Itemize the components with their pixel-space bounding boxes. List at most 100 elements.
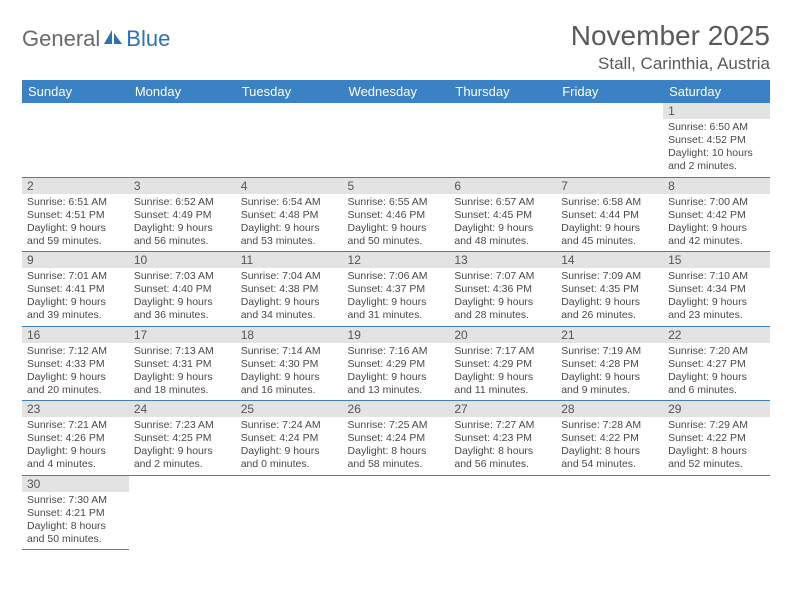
daylight-text: Daylight: 9 hours and 45 minutes. xyxy=(561,222,658,248)
day-number: 30 xyxy=(22,476,129,492)
daylight-text: Daylight: 8 hours and 50 minutes. xyxy=(27,520,124,546)
calendar-cell xyxy=(449,475,556,550)
sunset-text: Sunset: 4:30 PM xyxy=(241,358,338,371)
calendar-cell: 3Sunrise: 6:52 AMSunset: 4:49 PMDaylight… xyxy=(129,177,236,252)
title-block: November 2025 Stall, Carinthia, Austria xyxy=(571,20,770,74)
sunset-text: Sunset: 4:24 PM xyxy=(241,432,338,445)
calendar-cell: 6Sunrise: 6:57 AMSunset: 4:45 PMDaylight… xyxy=(449,177,556,252)
calendar-cell xyxy=(449,103,556,177)
daylight-text: Daylight: 9 hours and 50 minutes. xyxy=(348,222,445,248)
day-info: Sunrise: 7:25 AMSunset: 4:24 PMDaylight:… xyxy=(343,417,450,475)
brand-part2: Blue xyxy=(126,26,170,52)
day-info: Sunrise: 6:50 AMSunset: 4:52 PMDaylight:… xyxy=(663,119,770,177)
day-info: Sunrise: 7:29 AMSunset: 4:22 PMDaylight:… xyxy=(663,417,770,475)
calendar-cell xyxy=(236,103,343,177)
sunrise-text: Sunrise: 7:23 AM xyxy=(134,419,231,432)
sunset-text: Sunset: 4:52 PM xyxy=(668,134,765,147)
daylight-text: Daylight: 10 hours and 2 minutes. xyxy=(668,147,765,173)
calendar-cell: 24Sunrise: 7:23 AMSunset: 4:25 PMDayligh… xyxy=(129,401,236,476)
daylight-text: Daylight: 9 hours and 36 minutes. xyxy=(134,296,231,322)
calendar-week-row: 16Sunrise: 7:12 AMSunset: 4:33 PMDayligh… xyxy=(22,326,770,401)
calendar-cell: 8Sunrise: 7:00 AMSunset: 4:42 PMDaylight… xyxy=(663,177,770,252)
sunset-text: Sunset: 4:31 PM xyxy=(134,358,231,371)
day-number: 18 xyxy=(236,327,343,343)
daylight-text: Daylight: 8 hours and 54 minutes. xyxy=(561,445,658,471)
sunset-text: Sunset: 4:21 PM xyxy=(27,507,124,520)
daylight-text: Daylight: 9 hours and 2 minutes. xyxy=(134,445,231,471)
page-header: General Blue November 2025 Stall, Carint… xyxy=(22,20,770,74)
sunrise-text: Sunrise: 6:55 AM xyxy=(348,196,445,209)
sunrise-text: Sunrise: 7:25 AM xyxy=(348,419,445,432)
daylight-text: Daylight: 9 hours and 16 minutes. xyxy=(241,371,338,397)
calendar-cell: 30 Sunrise: 7:30 AMSunset: 4:21 PMDayligh… xyxy=(22,475,129,550)
calendar-week-row: 9Sunrise: 7:01 AMSunset: 4:41 PMDaylight… xyxy=(22,252,770,327)
day-info: Sunrise: 6:55 AMSunset: 4:46 PMDaylight:… xyxy=(343,194,450,252)
day-number: 28 xyxy=(556,401,663,417)
day-number: 4 xyxy=(236,178,343,194)
calendar-cell: 17Sunrise: 7:13 AMSunset: 4:31 PMDayligh… xyxy=(129,326,236,401)
sunrise-text: Sunrise: 7:16 AM xyxy=(348,345,445,358)
sunrise-text: Sunrise: 7:30 AM xyxy=(27,494,124,507)
sunrise-text: Sunrise: 6:51 AM xyxy=(27,196,124,209)
day-info: Sunrise: 6:57 AMSunset: 4:45 PMDaylight:… xyxy=(449,194,556,252)
day-info: Sunrise: 7:16 AMSunset: 4:29 PMDaylight:… xyxy=(343,343,450,401)
weekday-header: Tuesday xyxy=(236,80,343,103)
calendar-week-row: 1Sunrise: 6:50 AMSunset: 4:52 PMDaylight… xyxy=(22,103,770,177)
sunrise-text: Sunrise: 7:13 AM xyxy=(134,345,231,358)
day-number: 16 xyxy=(22,327,129,343)
daylight-text: Daylight: 9 hours and 31 minutes. xyxy=(348,296,445,322)
sunrise-text: Sunrise: 6:50 AM xyxy=(668,121,765,134)
sunset-text: Sunset: 4:29 PM xyxy=(348,358,445,371)
sunset-text: Sunset: 4:45 PM xyxy=(454,209,551,222)
calendar-week-row: 2Sunrise: 6:51 AMSunset: 4:51 PMDaylight… xyxy=(22,177,770,252)
daylight-text: Daylight: 9 hours and 48 minutes. xyxy=(454,222,551,248)
sunset-text: Sunset: 4:38 PM xyxy=(241,283,338,296)
brand-logo: General Blue xyxy=(22,26,170,52)
calendar-cell: 5Sunrise: 6:55 AMSunset: 4:46 PMDaylight… xyxy=(343,177,450,252)
calendar-cell: 15Sunrise: 7:10 AMSunset: 4:34 PMDayligh… xyxy=(663,252,770,327)
sunset-text: Sunset: 4:22 PM xyxy=(561,432,658,445)
day-number: 22 xyxy=(663,327,770,343)
day-number: 2 xyxy=(22,178,129,194)
sunset-text: Sunset: 4:41 PM xyxy=(27,283,124,296)
sunset-text: Sunset: 4:22 PM xyxy=(668,432,765,445)
day-number: 10 xyxy=(129,252,236,268)
day-info: Sunrise: 6:51 AMSunset: 4:51 PMDaylight:… xyxy=(22,194,129,252)
sunset-text: Sunset: 4:36 PM xyxy=(454,283,551,296)
daylight-text: Daylight: 9 hours and 53 minutes. xyxy=(241,222,338,248)
day-info: Sunrise: 7:28 AMSunset: 4:22 PMDaylight:… xyxy=(556,417,663,475)
day-number: 19 xyxy=(343,327,450,343)
sunset-text: Sunset: 4:34 PM xyxy=(668,283,765,296)
calendar-cell: 4Sunrise: 6:54 AMSunset: 4:48 PMDaylight… xyxy=(236,177,343,252)
sunrise-text: Sunrise: 7:14 AM xyxy=(241,345,338,358)
day-info: Sunrise: 6:54 AMSunset: 4:48 PMDaylight:… xyxy=(236,194,343,252)
calendar-cell: 21Sunrise: 7:19 AMSunset: 4:28 PMDayligh… xyxy=(556,326,663,401)
weekday-header: Thursday xyxy=(449,80,556,103)
calendar-cell: 10Sunrise: 7:03 AMSunset: 4:40 PMDayligh… xyxy=(129,252,236,327)
calendar-cell: 7Sunrise: 6:58 AMSunset: 4:44 PMDaylight… xyxy=(556,177,663,252)
daylight-text: Daylight: 9 hours and 39 minutes. xyxy=(27,296,124,322)
calendar-cell xyxy=(22,103,129,177)
calendar-cell: 27Sunrise: 7:27 AMSunset: 4:23 PMDayligh… xyxy=(449,401,556,476)
sunrise-text: Sunrise: 7:01 AM xyxy=(27,270,124,283)
weekday-header-row: Sunday Monday Tuesday Wednesday Thursday… xyxy=(22,80,770,103)
daylight-text: Daylight: 9 hours and 56 minutes. xyxy=(134,222,231,248)
day-info: Sunrise: 7:23 AMSunset: 4:25 PMDaylight:… xyxy=(129,417,236,475)
day-number: 8 xyxy=(663,178,770,194)
calendar-cell xyxy=(236,475,343,550)
day-info: Sunrise: 7:07 AMSunset: 4:36 PMDaylight:… xyxy=(449,268,556,326)
sunrise-text: Sunrise: 7:21 AM xyxy=(27,419,124,432)
day-number: 13 xyxy=(449,252,556,268)
weekday-header: Friday xyxy=(556,80,663,103)
sunrise-text: Sunrise: 7:24 AM xyxy=(241,419,338,432)
daylight-text: Daylight: 9 hours and 4 minutes. xyxy=(27,445,124,471)
calendar-cell: 18 Sunrise: 7:14 AMSunset: 4:30 PMDayligh… xyxy=(236,326,343,401)
daylight-text: Daylight: 9 hours and 20 minutes. xyxy=(27,371,124,397)
sunrise-text: Sunrise: 6:52 AM xyxy=(134,196,231,209)
weekday-header: Saturday xyxy=(663,80,770,103)
calendar-cell: 26Sunrise: 7:25 AMSunset: 4:24 PMDayligh… xyxy=(343,401,450,476)
calendar-cell: 11Sunrise: 7:04 AMSunset: 4:38 PMDayligh… xyxy=(236,252,343,327)
day-info: Sunrise: 7:13 AMSunset: 4:31 PMDaylight:… xyxy=(129,343,236,401)
calendar-cell xyxy=(663,475,770,550)
day-number: 25 xyxy=(236,401,343,417)
